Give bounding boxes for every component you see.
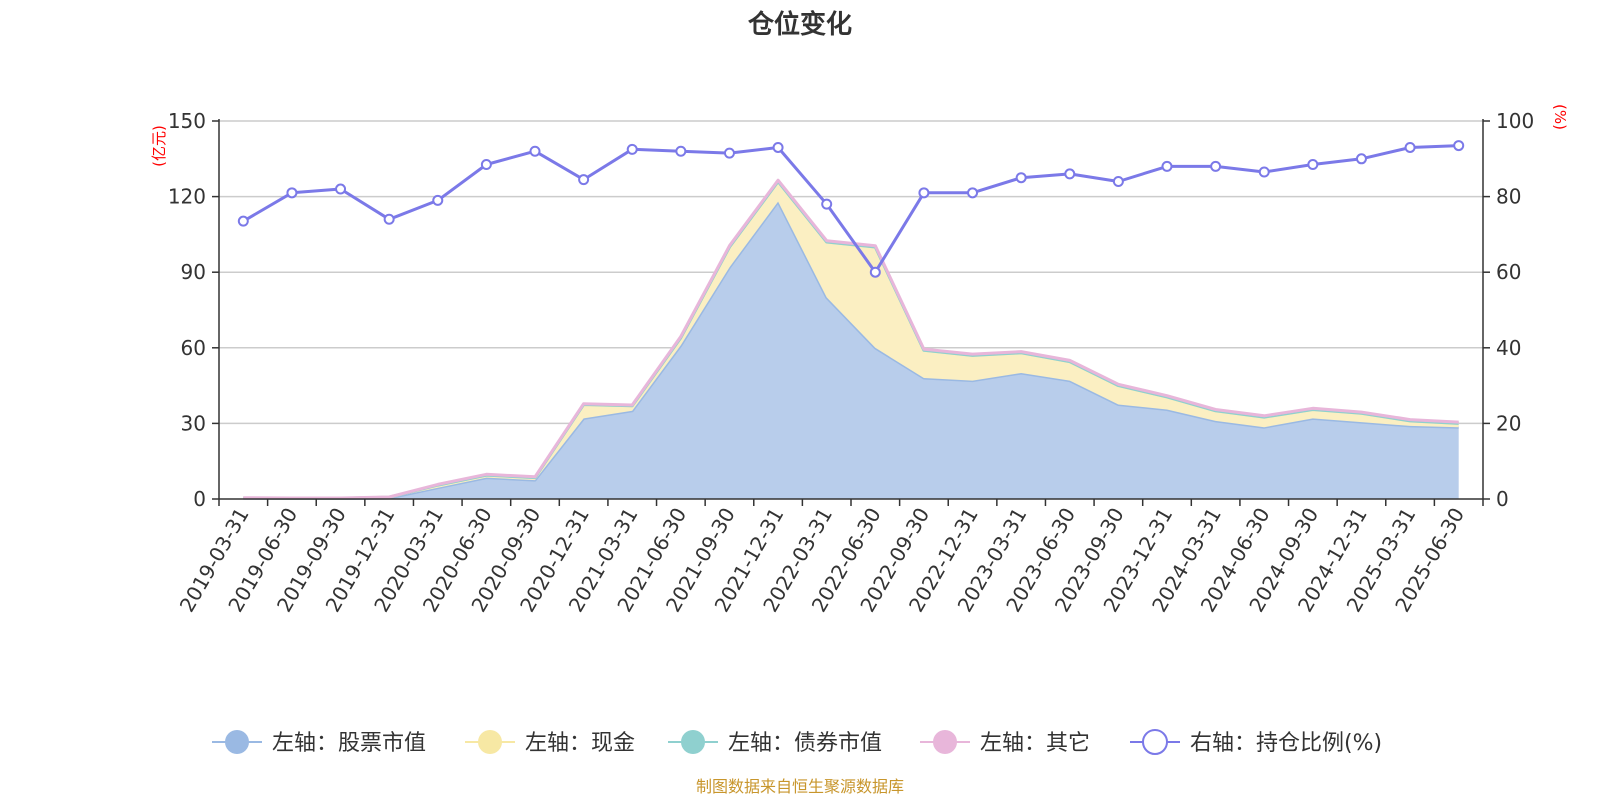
ratio-point [1064, 168, 1076, 180]
ratio-line [242, 144, 1459, 274]
left-axis-tick-label: 30 [181, 411, 206, 435]
left-axis-tick-label: 90 [181, 260, 206, 284]
ratio-point [1404, 141, 1416, 153]
ratio-point [821, 198, 833, 210]
left-axis-tick-label: 60 [181, 336, 206, 360]
ratio-point [480, 158, 492, 170]
ratio-point [1453, 140, 1465, 152]
ratio-point [1210, 160, 1222, 172]
ratio-point [529, 145, 541, 157]
area-edge-line [243, 178, 1459, 500]
ratio-point [1307, 158, 1319, 170]
left-axis-tick-label: 120 [168, 185, 206, 209]
ratio-point [383, 213, 395, 225]
ratio-point [772, 141, 784, 153]
ratio-point [237, 215, 249, 227]
area-9ab9e3 [243, 201, 1459, 499]
ratio-point [1015, 172, 1027, 184]
legend-label: 左轴：股票市值 [272, 731, 426, 756]
position-ratio-series [237, 140, 1465, 278]
legend-label: 左轴：债券市值 [728, 731, 882, 756]
right-axis-tick-label: 60 [1496, 260, 1521, 284]
ratio-point [675, 145, 687, 157]
legend-item: 右轴：持仓比例(%) [1130, 729, 1382, 756]
legend-label: 左轴：现金 [525, 731, 635, 756]
legend-marker [933, 730, 957, 754]
source-note: 制图数据来自恒生聚源数据库 [696, 777, 904, 796]
ratio-point [286, 187, 298, 199]
right-axis-tick-label: 80 [1496, 185, 1521, 209]
ratio-point [626, 143, 638, 155]
left-axis-tick-label: 0 [193, 487, 206, 511]
ratio-point [335, 183, 347, 195]
legend-marker [681, 730, 705, 754]
ratio-point [967, 187, 979, 199]
chart-title: 仓位变化 [747, 9, 852, 40]
stacked-areas [243, 178, 1459, 500]
ratio-point [1258, 166, 1270, 178]
ratio-point [869, 266, 881, 278]
ratio-point [723, 147, 735, 159]
legend-label: 左轴：其它 [980, 731, 1090, 756]
ratio-point [1112, 175, 1124, 187]
legend-item: 左轴：债券市值 [668, 730, 882, 756]
right-axis-tick-label: 0 [1496, 487, 1509, 511]
legend-marker [225, 730, 249, 754]
ratio-point [1355, 153, 1367, 165]
left-axis-unit: (亿元) [150, 125, 168, 167]
left-axis-tick-label: 150 [168, 109, 206, 133]
right-axis-tick-label: 100 [1496, 109, 1534, 133]
right-axis-tick-label: 40 [1496, 336, 1521, 360]
legend-item: 左轴：现金 [465, 730, 635, 756]
right-axis-tick-label: 20 [1496, 411, 1521, 435]
ratio-point [1161, 160, 1173, 172]
legend-marker [1142, 729, 1168, 755]
legend-item: 左轴：股票市值 [212, 730, 426, 756]
legend: 左轴：股票市值 左轴：现金 左轴：债券市值 左轴：其它 右轴：持仓比例(%) [212, 729, 1382, 756]
right-axis-unit: (%) [1551, 104, 1569, 130]
legend-item: 左轴：其它 [920, 730, 1090, 756]
legend-label: 右轴：持仓比例(%) [1190, 731, 1382, 756]
ratio-point [432, 194, 444, 206]
ratio-point [578, 174, 590, 186]
legend-marker [478, 730, 502, 754]
ratio-point [918, 187, 930, 199]
